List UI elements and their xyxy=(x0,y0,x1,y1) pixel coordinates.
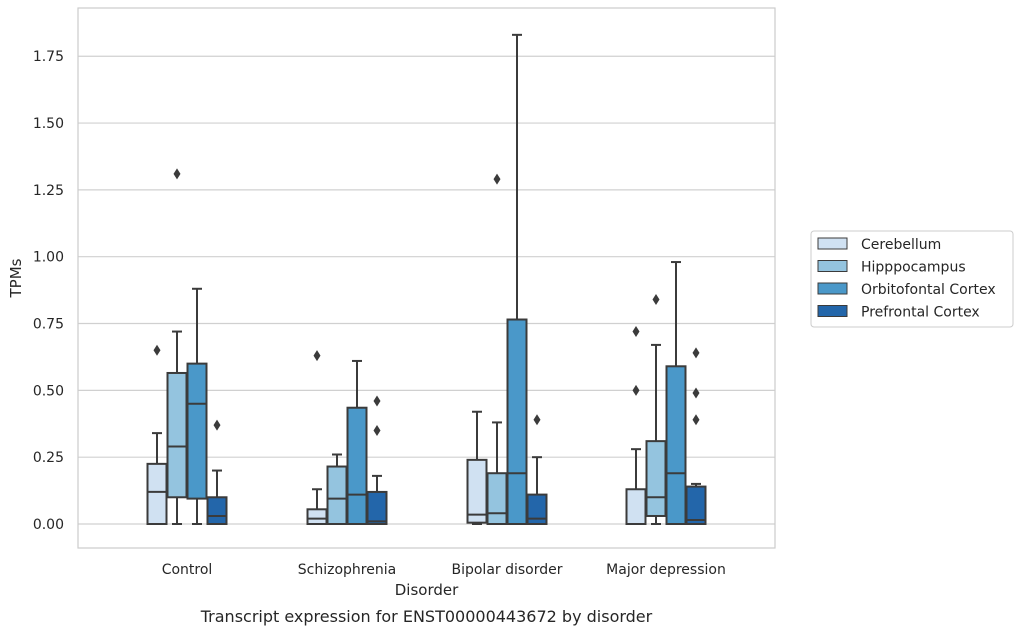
figure-caption: Transcript expression for ENST0000044367… xyxy=(200,607,653,626)
box-group xyxy=(166,168,188,525)
outlier-point xyxy=(692,347,700,359)
y-tick-label: 0.75 xyxy=(33,317,64,333)
outlier-point xyxy=(373,395,381,407)
box-group xyxy=(206,419,228,525)
legend-entry-label: Orbitofontal Cortex xyxy=(861,282,996,298)
box-group xyxy=(326,453,348,525)
box-group xyxy=(366,395,388,526)
box-group xyxy=(506,33,528,525)
box-group xyxy=(466,410,488,525)
box xyxy=(645,440,667,517)
outlier-point xyxy=(692,414,700,426)
box-group xyxy=(146,344,168,526)
box xyxy=(526,493,548,525)
legend-entry-label: Cerebellum xyxy=(861,237,941,253)
x-tick-label: Control xyxy=(162,562,213,578)
x-tick-labels: Control Schizophrenia Bipolar disorder Majo… xyxy=(162,562,726,578)
box-group xyxy=(526,414,548,525)
box xyxy=(685,485,707,526)
box-group xyxy=(645,293,667,525)
box-group xyxy=(346,359,368,525)
plot-area-frame xyxy=(77,7,776,549)
series-group xyxy=(186,33,687,525)
outlier-point xyxy=(153,344,161,356)
outlier-point xyxy=(493,173,501,185)
box xyxy=(346,406,368,525)
box-group xyxy=(186,287,208,525)
legend-entry-label: Prefrontal Cortex xyxy=(861,305,980,321)
series-group xyxy=(206,347,707,526)
y-tick-labels: 0.00 0.25 0.50 0.75 1.00 1.25 1.50 1.75 xyxy=(33,49,64,533)
box xyxy=(466,458,488,524)
x-tick-label: Major depression xyxy=(606,562,726,578)
box xyxy=(206,496,228,525)
box xyxy=(625,488,647,526)
legend-swatch xyxy=(817,237,848,250)
outlier-point xyxy=(373,424,381,436)
x-tick-label: Schizophrenia xyxy=(298,562,396,578)
box-group xyxy=(625,326,647,526)
y-tick-label: 1.25 xyxy=(33,183,64,199)
legend-swatch xyxy=(817,260,848,272)
outlier-point xyxy=(632,326,640,338)
legend-swatch xyxy=(817,282,848,295)
outlier-point xyxy=(213,419,221,431)
y-tick-label: 0.50 xyxy=(33,383,64,399)
box xyxy=(306,508,328,525)
outlier-point xyxy=(692,387,700,399)
box-group xyxy=(685,347,707,526)
outlier-point xyxy=(652,293,660,305)
x-axis-label: Disorder xyxy=(395,581,459,599)
legend-swatch xyxy=(817,305,848,317)
box xyxy=(506,318,528,525)
y-axis-label: TPMs xyxy=(7,258,25,298)
outlier-point xyxy=(533,414,541,426)
box-group xyxy=(486,173,508,526)
outlier-point xyxy=(173,168,181,180)
y-tick-label: 0.25 xyxy=(33,450,64,466)
box xyxy=(166,371,188,499)
x-tick-label: Bipolar disorder xyxy=(451,562,562,578)
box-group xyxy=(665,261,687,525)
box-series xyxy=(146,33,707,526)
y-tick-label: 1.50 xyxy=(33,116,64,132)
legend-frame xyxy=(810,230,1014,328)
box xyxy=(486,472,508,526)
legend-entry-label: Hipppocampus xyxy=(861,260,966,276)
box xyxy=(366,490,388,526)
box-group xyxy=(306,350,328,525)
box xyxy=(146,462,168,526)
box xyxy=(665,365,687,525)
y-tick-label: 1.75 xyxy=(33,49,64,65)
box xyxy=(186,362,208,500)
y-tick-label: 1.00 xyxy=(33,250,64,266)
box xyxy=(326,465,348,525)
series-group xyxy=(146,326,647,526)
legend: Cerebellum Hipppocampus Orbitofontal Corte… xyxy=(810,230,1014,328)
series-group xyxy=(166,168,667,526)
outlier-point xyxy=(632,384,640,396)
outlier-point xyxy=(313,350,321,362)
y-tick-label: 0.00 xyxy=(33,517,64,533)
